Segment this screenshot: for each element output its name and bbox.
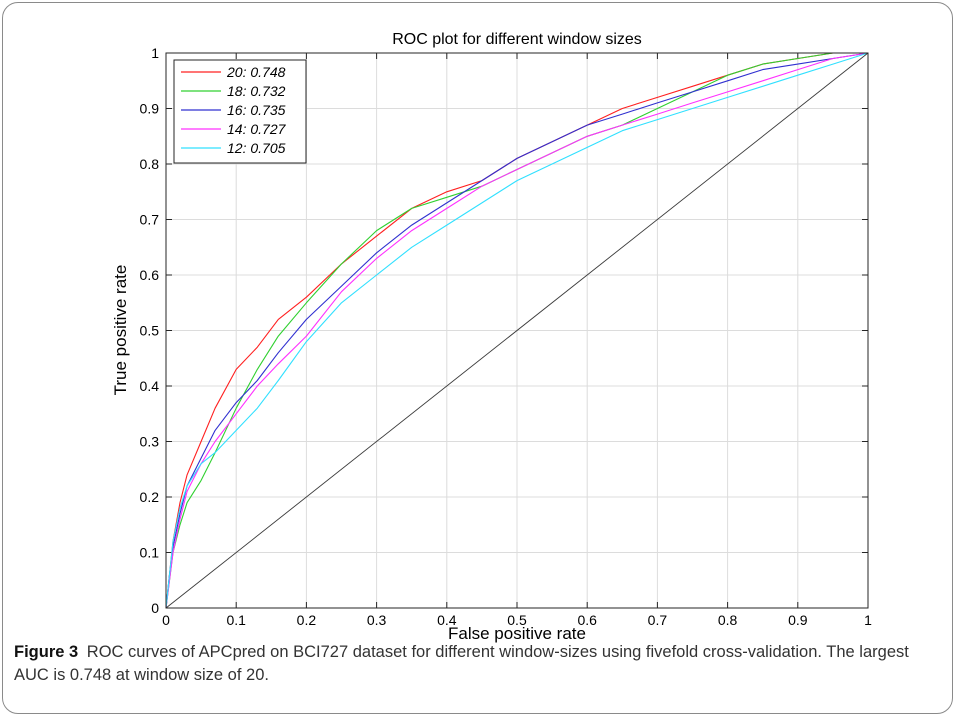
y-tick-label: 0.9 — [140, 101, 160, 117]
x-tick-label: 1 — [864, 612, 872, 628]
figure-caption: Figure 3 ROC curves of APCpred on BCI727… — [14, 641, 939, 687]
x-tick-label: 0.3 — [367, 612, 387, 628]
y-tick-label: 0 — [151, 600, 159, 616]
roc-curve-2 — [165, 52, 869, 609]
x-tick-label: 0 — [162, 612, 170, 628]
y-tick-label: 0.1 — [140, 545, 160, 561]
y-tick-label: 0.8 — [140, 156, 160, 172]
roc-curve-3 — [165, 52, 869, 609]
y-axis-ticks: 0 0.1 0.2 0.3 0.4 0.5 0.6 0.7 0.8 0.9 1 — [140, 45, 868, 616]
roc-curves — [165, 52, 869, 609]
legend-label: 16: 0.735 — [227, 102, 286, 118]
legend-label: 20: 0.748 — [226, 64, 286, 80]
y-axis-label: True positive rate — [111, 265, 130, 396]
caption-text: ROC curves of APCpred on BCI727 dataset … — [14, 643, 909, 684]
roc-chart: 0 0.1 0.2 0.3 0.4 0.5 0.6 0.7 0.8 0.9 1 0 0.1 0.2 0.3… — [111, 31, 872, 643]
y-tick-label: 0.6 — [140, 267, 160, 283]
x-tick-label: 0.1 — [226, 612, 246, 628]
legend: 20: 0.748 18: 0.732 16: 0.735 14: 0.727 12: … — [173, 59, 307, 164]
y-tick-label: 0.7 — [140, 212, 160, 228]
legend-label: 12: 0.705 — [227, 140, 286, 156]
x-tick-label: 0.2 — [297, 612, 317, 628]
x-tick-label: 0.9 — [788, 612, 808, 628]
roc-curve-4 — [165, 52, 869, 609]
legend-box — [173, 59, 307, 164]
x-tick-label: 0.4 — [437, 612, 457, 628]
y-tick-label: 0.2 — [140, 489, 160, 505]
x-tick-label: 0.5 — [507, 612, 527, 628]
x-tick-label: 0.7 — [648, 612, 668, 628]
x-tick-label: 0.6 — [577, 612, 597, 628]
roc-curve-1 — [165, 52, 868, 609]
y-tick-label: 1 — [151, 45, 159, 61]
legend-label: 14: 0.727 — [227, 121, 287, 137]
chart-title: ROC plot for different window sizes — [392, 31, 642, 48]
plot-border — [165, 52, 869, 609]
y-tick-label: 0.3 — [140, 434, 160, 450]
x-axis-label: False positive rate — [448, 624, 586, 643]
x-axis-ticks: 0 0.1 0.2 0.3 0.4 0.5 0.6 0.7 0.8 0.9 1 — [162, 53, 872, 628]
legend-label: 18: 0.732 — [227, 83, 286, 99]
figure-label: Figure 3 — [14, 643, 79, 661]
x-tick-label: 0.8 — [718, 612, 738, 628]
y-tick-label: 0.4 — [140, 378, 160, 394]
diagonal-reference-line — [165, 52, 869, 609]
y-tick-label: 0.5 — [140, 323, 160, 339]
